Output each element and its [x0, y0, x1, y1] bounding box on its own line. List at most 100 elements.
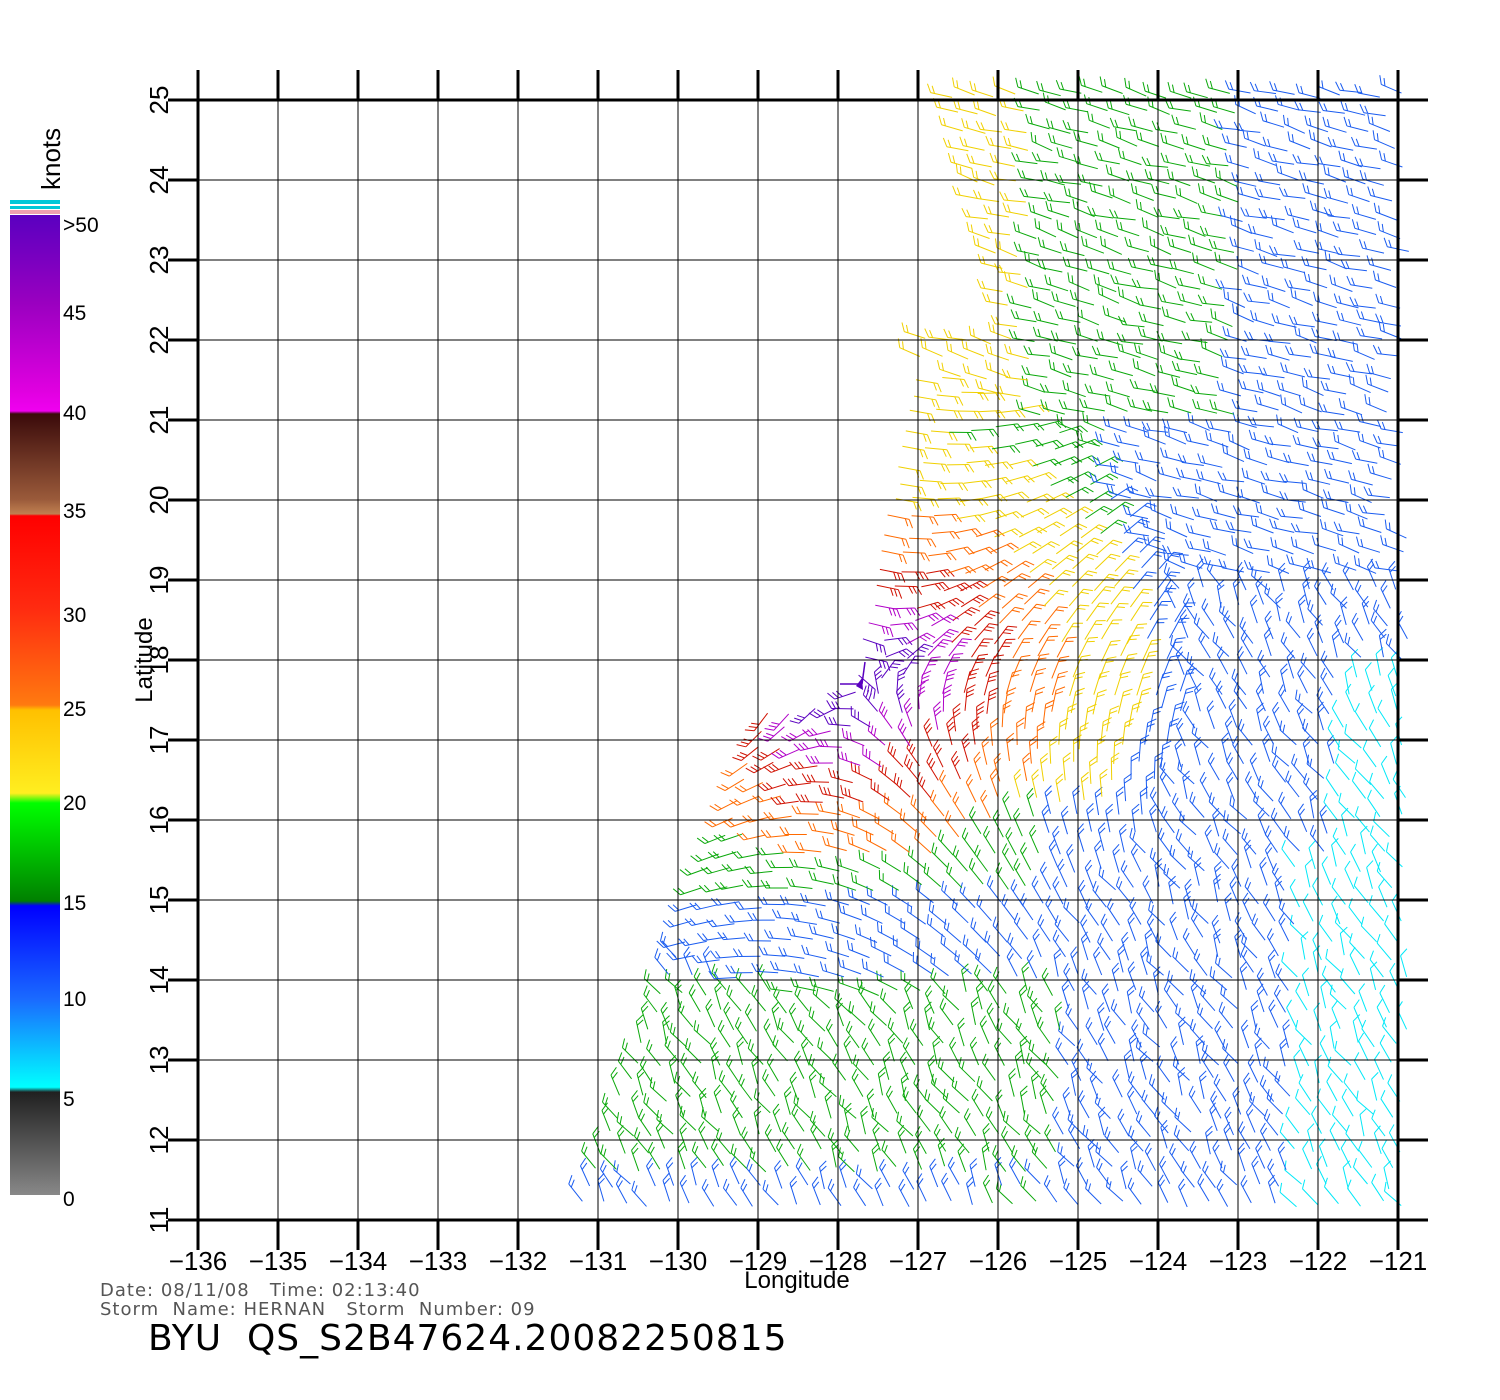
wind-barb — [1318, 402, 1345, 416]
wind-barb — [1144, 1142, 1157, 1171]
wind-barb — [1074, 324, 1098, 342]
wind-barb — [1223, 1121, 1232, 1151]
wind-barb — [1043, 1175, 1058, 1203]
wind-barb — [1379, 984, 1390, 1014]
wind-barb — [1110, 752, 1120, 781]
wind-barb — [1370, 559, 1397, 572]
wind-barb — [966, 221, 990, 239]
wind-barb — [1190, 909, 1204, 938]
wind-barb — [1140, 650, 1159, 674]
wind-barb — [1089, 472, 1116, 486]
wind-barb — [1177, 291, 1203, 307]
wind-barb — [1286, 649, 1295, 679]
wind-barb — [908, 845, 926, 870]
legend-tick-label: 10 — [63, 988, 86, 1011]
wind-barb — [1124, 236, 1149, 253]
wind-barb — [946, 862, 963, 889]
wind-barb — [1013, 858, 1026, 886]
wind-barb — [1225, 520, 1252, 533]
wind-barb — [1015, 399, 1041, 416]
wind-barb — [1258, 365, 1285, 379]
wind-barb — [1054, 309, 1081, 323]
wind-barb — [851, 1068, 864, 1097]
wind-barb — [1020, 1176, 1037, 1202]
wind-barb — [897, 1124, 907, 1154]
wind-barb — [1259, 856, 1268, 886]
wind-barb — [844, 1125, 860, 1152]
wind-barb — [1345, 362, 1372, 375]
wind-barb — [741, 1126, 754, 1155]
wind-barb — [1089, 756, 1098, 784]
wind-barb — [1109, 462, 1133, 480]
wind-barb — [1302, 183, 1327, 200]
wind-barb — [1120, 634, 1140, 657]
wind-barb — [818, 784, 845, 799]
wind-barb — [878, 760, 897, 785]
wind-barb — [1250, 515, 1274, 534]
wind-barb — [801, 944, 827, 960]
wind-barb — [580, 1157, 591, 1187]
wind-barb — [732, 746, 759, 761]
wind-barb — [1193, 857, 1202, 886]
wind-barb — [1114, 671, 1131, 696]
wind-barb — [1369, 950, 1384, 978]
wind-barb — [926, 914, 946, 938]
wind-barb — [679, 867, 709, 876]
wind-barb — [887, 741, 904, 768]
wind-barb — [970, 445, 999, 455]
wind-barb — [1162, 544, 1189, 556]
wind-barb — [1167, 236, 1192, 253]
wind-barb — [1208, 238, 1235, 253]
wind-barb — [1372, 434, 1400, 447]
wind-barb — [1224, 80, 1251, 94]
wind-barb — [597, 1172, 605, 1202]
wind-barb — [1065, 506, 1094, 519]
wind-barb — [1094, 573, 1119, 591]
wind-barb — [1089, 364, 1114, 381]
wind-barb — [1082, 412, 1105, 431]
wind-barb — [928, 1017, 944, 1044]
wind-barb — [1028, 202, 1052, 220]
wind-barb — [800, 1037, 810, 1066]
wind-barb — [1241, 467, 1266, 485]
wind-barb — [634, 1127, 650, 1154]
wind-barb — [1282, 114, 1306, 134]
wind-barb — [1182, 770, 1190, 799]
wind-barb — [1353, 555, 1377, 574]
wind-barb — [732, 1107, 742, 1136]
legend-tick-label: 35 — [63, 500, 86, 523]
wind-barb — [1131, 278, 1159, 290]
wind-barb — [1238, 363, 1265, 375]
wind-barb — [1171, 114, 1197, 130]
wind-barb — [1380, 580, 1391, 609]
wind-barb — [1029, 558, 1057, 573]
wind-barb — [1017, 168, 1043, 182]
wind-barb — [771, 908, 799, 920]
wind-barb — [881, 850, 902, 873]
wind-barb — [1127, 1085, 1138, 1115]
wind-barb — [1052, 825, 1061, 855]
wind-barb — [1177, 453, 1204, 466]
wind-barb — [1338, 150, 1363, 168]
wind-barb — [672, 887, 702, 896]
wind-barb — [851, 816, 874, 836]
wind-barb — [1324, 468, 1350, 484]
wind-barb — [1266, 928, 1279, 957]
wind-barb — [915, 936, 935, 960]
wind-barb — [1094, 1093, 1111, 1119]
wind-barb — [916, 1104, 931, 1132]
wind-barb — [1301, 377, 1324, 397]
wind-barb — [1069, 671, 1086, 697]
wind-barb — [1279, 472, 1306, 484]
wind-barb — [949, 1036, 960, 1066]
wind-barb — [1141, 217, 1164, 237]
wind-barb — [1122, 504, 1149, 520]
wind-barb — [985, 654, 1004, 677]
wind-barb — [902, 445, 928, 460]
wind-barb — [643, 969, 661, 995]
longitude-tick-label: −136 — [169, 1246, 228, 1276]
wind-barb — [1367, 789, 1381, 817]
wind-barb — [1018, 526, 1048, 538]
wind-barb — [1026, 493, 1056, 503]
wind-barb — [887, 1017, 904, 1044]
